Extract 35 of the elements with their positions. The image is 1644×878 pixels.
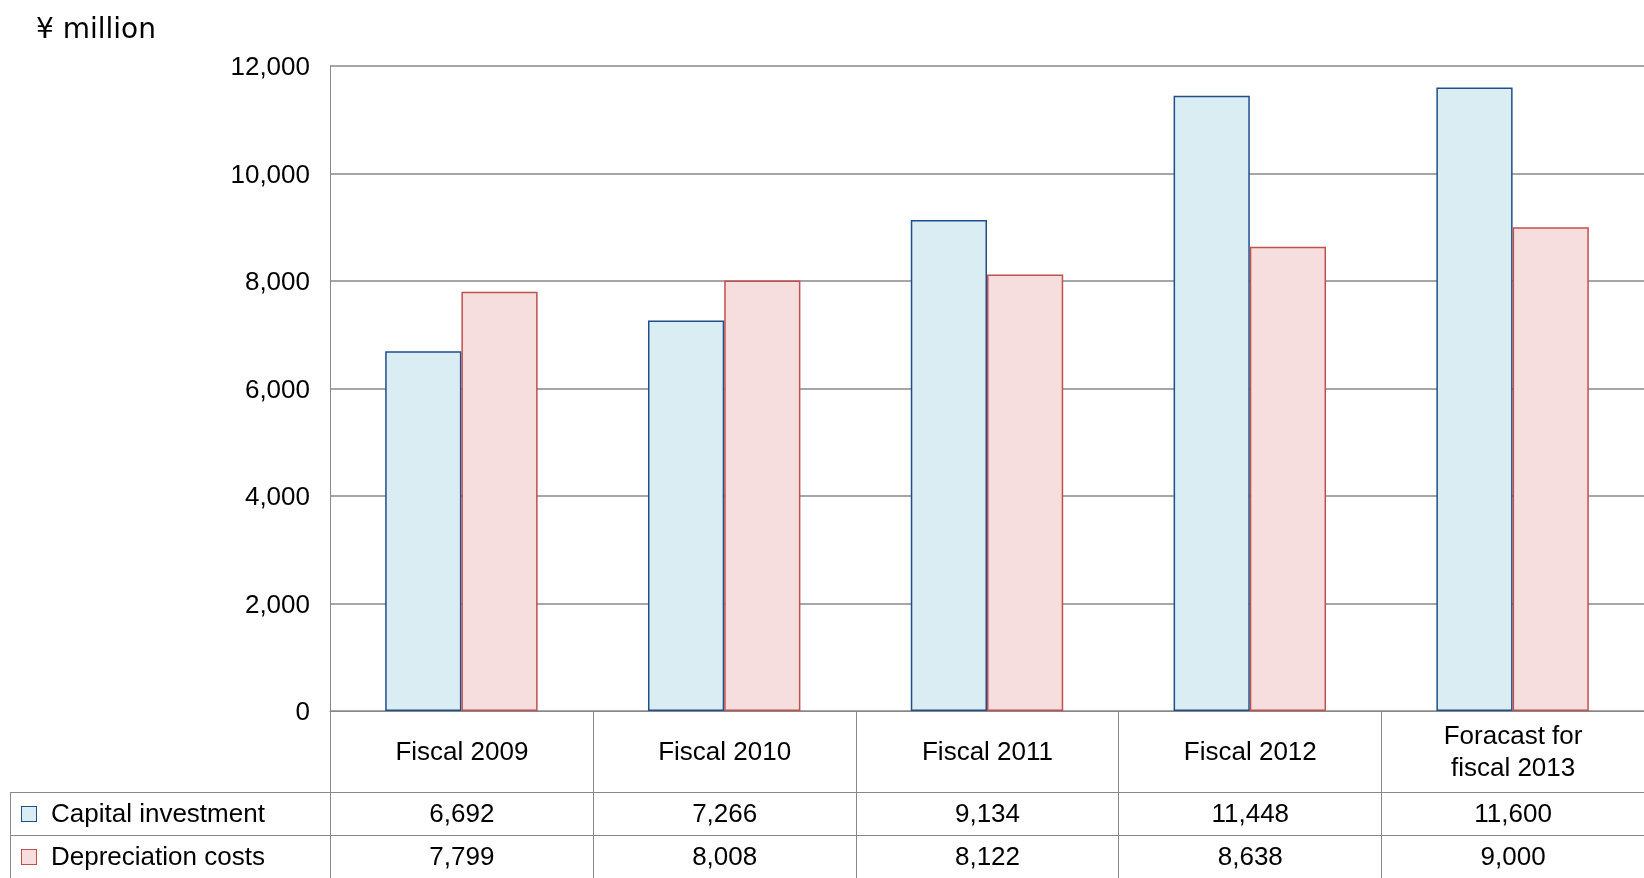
x-tick-label: Fiscal 2010: [592, 711, 856, 792]
bar: [385, 351, 462, 711]
bar: [647, 320, 725, 711]
data-label: 11,600: [1381, 792, 1644, 835]
y-tick-label: 6,000: [244, 373, 310, 404]
y-axis-title: ¥ million: [36, 12, 156, 45]
data-label: 6,692: [330, 792, 593, 835]
y-tick-label: 0: [295, 696, 310, 726]
data-label: 11,448: [1118, 792, 1382, 835]
x-tick-label: Fiscal 2009: [330, 711, 593, 792]
y-tick-label: 2,000: [244, 588, 310, 619]
x-tick-label: Foracast for fiscal 2013: [1381, 711, 1644, 792]
data-label: 9,134: [855, 792, 1119, 835]
data-label: 8,008: [592, 835, 856, 878]
bar: [1173, 95, 1250, 711]
bar: [987, 274, 1064, 711]
bar: [910, 220, 987, 711]
legend-label: Depreciation costs: [10, 835, 330, 878]
legend-label: Capital investment: [10, 792, 330, 835]
y-tick-label: 12,000: [230, 51, 310, 81]
data-label: 7,799: [330, 835, 593, 878]
data-label: 9,000: [1381, 835, 1644, 878]
bar: [1512, 227, 1589, 711]
bar: [461, 291, 538, 711]
y-tick-label: 8,000: [244, 266, 310, 296]
data-label: 8,122: [855, 835, 1119, 878]
bar: [1249, 246, 1327, 711]
x-tick-label: Fiscal 2012: [1118, 711, 1382, 792]
data-label: 7,266: [592, 792, 856, 835]
bar: [1436, 87, 1513, 711]
x-tick-label: Fiscal 2011: [855, 711, 1119, 792]
bar: [724, 280, 801, 711]
data-label: 8,638: [1118, 835, 1382, 878]
y-tick-label: 4,000: [244, 481, 310, 511]
y-tick-label: 10,000: [230, 158, 310, 189]
